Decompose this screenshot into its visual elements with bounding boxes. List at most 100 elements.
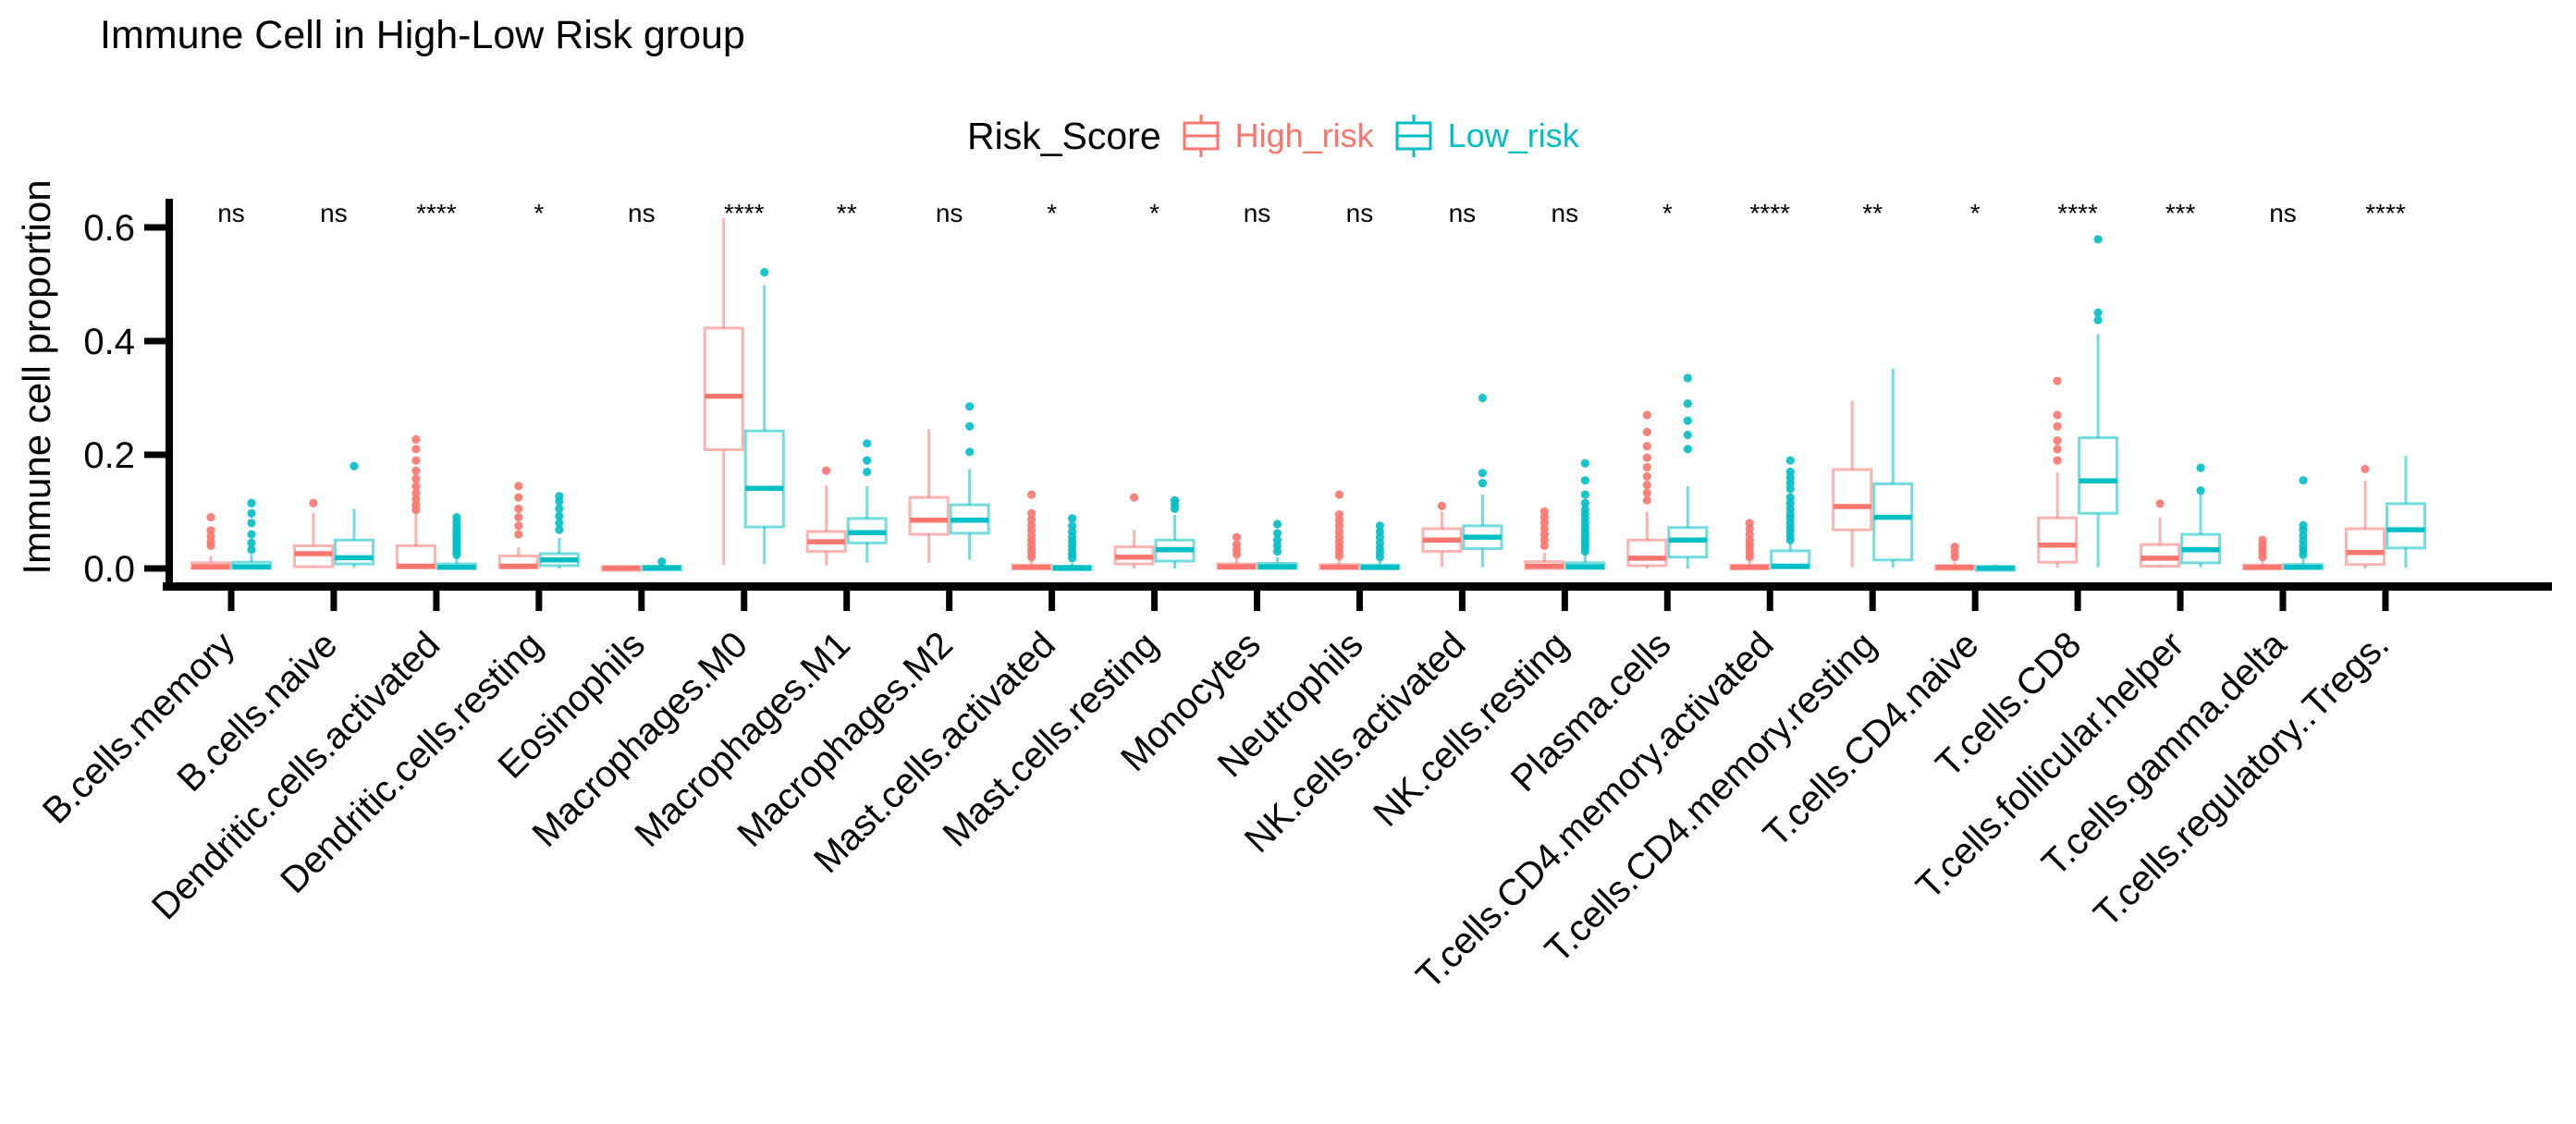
outlier-dot	[2093, 308, 2103, 317]
box	[2140, 543, 2181, 568]
outlier-dot	[514, 513, 523, 522]
significance-label: *	[1662, 199, 1673, 227]
outlier-dot	[411, 482, 421, 491]
outlier-dot	[2053, 376, 2062, 385]
outlier-dot	[555, 525, 564, 534]
outlier-dot	[2155, 499, 2165, 508]
outlier-dot	[1745, 519, 1754, 528]
outlier-dot	[1580, 490, 1589, 499]
significance-label: ns	[1552, 199, 1579, 227]
legend-item-high-risk: High_risk	[1178, 112, 1374, 160]
y-tick-label: 0.4	[83, 322, 135, 362]
outlier-dot	[965, 447, 975, 457]
box	[703, 326, 744, 451]
box	[2078, 436, 2119, 515]
boxplot-key-icon	[1183, 115, 1220, 157]
outlier-dot	[411, 456, 421, 465]
outlier-dot	[863, 439, 872, 448]
outlier-dot	[2299, 520, 2308, 530]
chart-title: Immune Cell in High-Low Risk group	[100, 13, 745, 57]
x-tick	[1766, 591, 1773, 611]
outlier-dot	[1642, 462, 1651, 472]
outlier-dot	[1642, 471, 1651, 481]
box	[2385, 502, 2426, 550]
significance-label: *	[1970, 199, 1981, 227]
x-tick	[2382, 591, 2389, 611]
x-tick	[1254, 591, 1260, 611]
outlier-dot	[2053, 456, 2062, 465]
boxplot-key-icon	[1395, 115, 1432, 157]
significance-label: ns	[1244, 199, 1271, 227]
outlier-dot	[514, 504, 523, 514]
significance-label: ****	[2365, 199, 2406, 227]
y-axis-line	[166, 199, 173, 591]
outlier-dot	[1027, 490, 1037, 499]
outlier-dot	[1580, 505, 1589, 514]
x-tick	[1663, 591, 1671, 611]
significance-label: ns	[2269, 199, 2297, 227]
outlier-dot	[411, 488, 421, 497]
outlier-dot	[1232, 532, 1242, 542]
outlier-dot	[1129, 493, 1139, 502]
outlier-dot	[411, 495, 421, 504]
x-tick	[227, 591, 235, 611]
x-tick	[946, 591, 953, 611]
outlier-dot	[452, 513, 461, 522]
significance-label: **	[837, 199, 857, 227]
significance-label: ****	[2057, 199, 2098, 227]
outlier-dot	[1642, 410, 1651, 420]
outlier-dot	[1232, 540, 1242, 549]
x-tick	[330, 591, 337, 611]
legend: Risk_Score High_risk	[967, 109, 1579, 163]
significance-label: ****	[724, 199, 765, 227]
outlier-dot	[2093, 235, 2103, 244]
outlier-dot	[1068, 521, 1077, 531]
significance-label: ns	[1346, 199, 1374, 227]
outlier-dot	[350, 461, 359, 470]
outlier-dot	[657, 557, 667, 567]
outlier-dot	[1683, 416, 1692, 425]
outlier-dot	[1642, 453, 1651, 462]
significance-label: **	[1862, 199, 1883, 227]
significance-label: ****	[1749, 199, 1790, 227]
outlier-dot	[1683, 399, 1692, 409]
outlier-dot	[863, 467, 872, 477]
outlier-dot	[1580, 498, 1589, 507]
box	[743, 429, 785, 529]
outlier-dot	[1642, 480, 1651, 490]
outlier-dot	[1642, 495, 1651, 505]
significance-label: ***	[2165, 199, 2196, 227]
outlier-dot	[2196, 486, 2205, 495]
outlier-dot	[555, 492, 564, 501]
box	[1832, 468, 1873, 531]
outlier-dot	[965, 402, 975, 411]
outlier-dot	[1027, 515, 1037, 524]
outlier-dot	[555, 519, 564, 528]
x-tick	[1869, 591, 1876, 611]
x-tick	[741, 591, 748, 611]
outlier-dot	[247, 508, 256, 518]
outlier-dot	[1683, 445, 1692, 454]
legend-label-high-risk: High_risk	[1234, 116, 1374, 154]
outlier-dot	[247, 530, 256, 539]
outlier-dot	[1642, 488, 1651, 497]
outlier-dot	[514, 482, 523, 491]
significance-label: ns	[1449, 199, 1477, 227]
outlier-dot	[1027, 508, 1037, 518]
outlier-dot	[411, 434, 421, 444]
x-tick	[1561, 591, 1568, 611]
outlier-dot	[760, 267, 769, 277]
x-tick	[535, 591, 543, 611]
outlier-dot	[1580, 458, 1589, 468]
x-tick	[1355, 591, 1363, 611]
y-tick-label: 0.6	[83, 208, 135, 249]
x-tick	[843, 591, 851, 611]
legend-item-low-risk: Low_risk	[1391, 112, 1579, 160]
x-tick	[1049, 591, 1056, 611]
outlier-dot	[247, 538, 256, 547]
outlier-dot	[555, 504, 564, 514]
legend-label-low-risk: Low_risk	[1447, 116, 1579, 154]
legend-title: Risk_Score	[967, 114, 1161, 157]
box	[1626, 538, 1668, 568]
